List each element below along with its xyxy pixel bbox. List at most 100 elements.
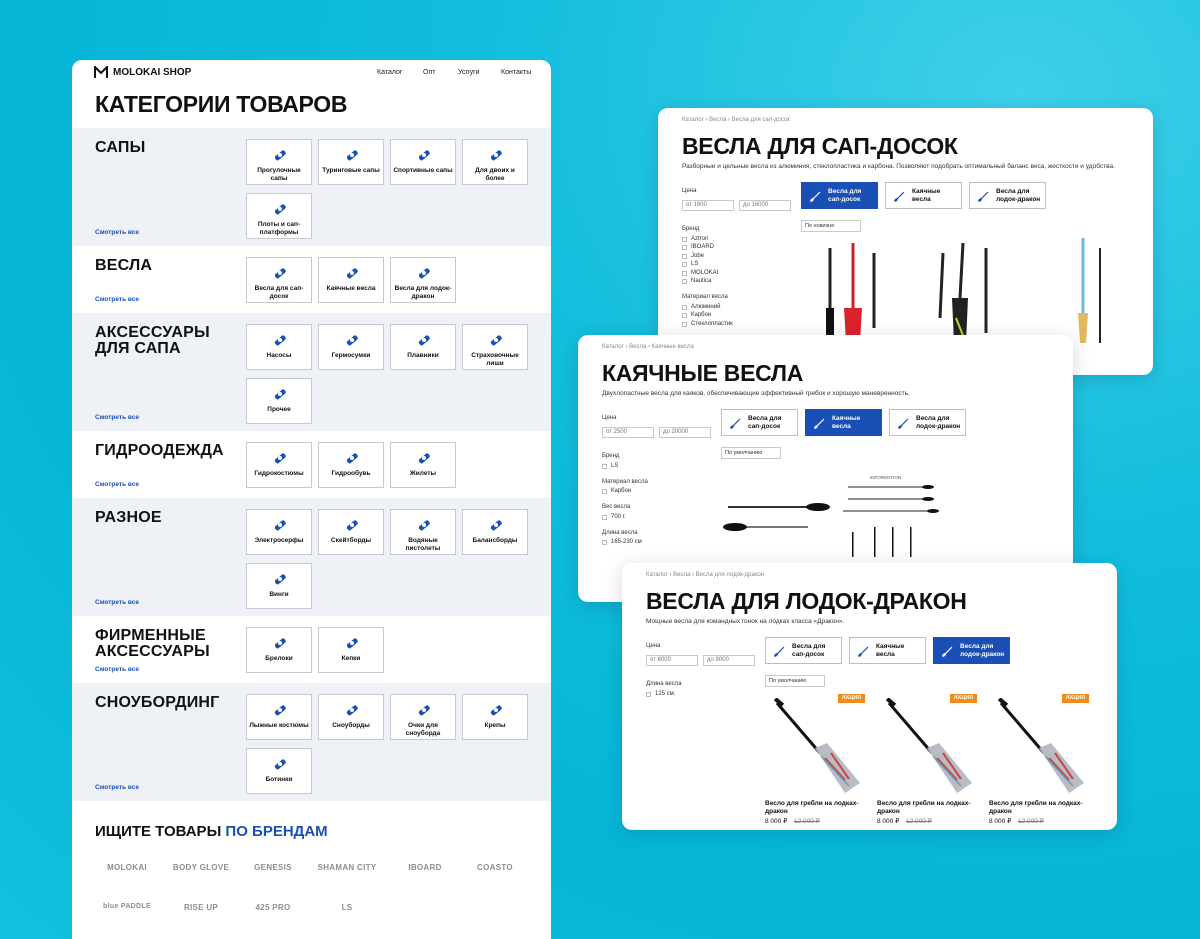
see-all-link[interactable]: Смотреть все [95, 784, 139, 791]
category-item[interactable]: Весла для сап-досок [246, 257, 312, 303]
item-label: Лыжные костюмы [249, 722, 309, 729]
item-label: Весла для сап-досок [254, 285, 304, 300]
product-title[interactable]: Весло для гребли на лодках-дракон [877, 800, 971, 815]
filter-label: Бренд [682, 226, 700, 232]
checkbox[interactable] [682, 236, 687, 242]
category-item[interactable]: Каячные весла [318, 257, 384, 303]
checkbox[interactable] [682, 262, 687, 267]
brand-logo[interactable]: LS [341, 903, 353, 912]
category-item[interactable]: Винги [246, 563, 312, 609]
category-item[interactable]: Балансборды [462, 509, 528, 555]
price-to-input[interactable]: до 8000 [703, 655, 755, 666]
category-item[interactable]: Скейтборды [318, 509, 384, 555]
nav-link[interactable]: Контакты [501, 69, 532, 76]
category-item[interactable]: Сноуборды [318, 694, 384, 740]
category-item[interactable]: Прогулочные сапы [246, 139, 312, 185]
category-item[interactable]: Очки для сноуборда [390, 694, 456, 740]
price-from-input[interactable]: от 8000 [646, 655, 698, 666]
see-all-link[interactable]: Смотреть все [95, 599, 139, 606]
product-image [885, 698, 972, 793]
checkbox[interactable] [682, 279, 687, 284]
category-tab[interactable]: Весла для лодок-дракон [933, 637, 1010, 664]
product-title[interactable]: Весло для гребли на лодках-дракон [765, 800, 859, 815]
brand-logo[interactable]: COASTO [477, 863, 513, 872]
category-item[interactable]: Весла для лодок-дракон [390, 257, 456, 303]
category-item[interactable]: Крепы [462, 694, 528, 740]
price-from-input[interactable]: от 2500 [602, 427, 654, 438]
product-title[interactable]: Весло для гребли на лодках-дракон [989, 800, 1083, 815]
see-all-link[interactable]: Смотреть все [95, 229, 139, 236]
category-item[interactable]: Спортивные сапы [390, 139, 456, 185]
category-tab[interactable]: Весла для сап-досок [721, 409, 798, 436]
category-item[interactable]: Водяные пистолеты [390, 509, 456, 555]
sort-select[interactable]: По умолчанию [721, 447, 781, 459]
category-tab[interactable]: Весла для лодок-дракон [969, 182, 1046, 209]
checkbox[interactable] [682, 270, 687, 276]
checkbox[interactable] [682, 245, 687, 250]
see-all-link[interactable]: Смотреть все [95, 414, 139, 421]
checkbox[interactable] [602, 463, 607, 469]
category-item[interactable]: Гермосумки [318, 324, 384, 370]
brand-logo[interactable]: MOLOKAI [107, 863, 147, 872]
category-item[interactable]: Гидрокостюмы [246, 442, 312, 488]
category-item[interactable]: Электросерфы [246, 509, 312, 555]
category-item[interactable]: Ботинки [246, 748, 312, 794]
checkbox[interactable] [682, 253, 687, 259]
filter-option: Nautica [691, 278, 712, 284]
category-tab[interactable]: Каячные весла [849, 637, 926, 664]
price-to-input[interactable]: до 16000 [739, 200, 791, 211]
checkbox[interactable] [602, 540, 607, 545]
brand-logo[interactable]: 425 PRO [255, 903, 291, 912]
category-item[interactable]: Брелоки [246, 627, 312, 673]
nav-link[interactable]: Услуги [458, 69, 480, 76]
checkbox[interactable] [646, 691, 651, 697]
category-item[interactable]: Жилеты [390, 442, 456, 488]
category-item[interactable]: Кепки [318, 627, 384, 673]
filter-option: 125 см. [655, 690, 676, 697]
nav-link[interactable]: Каталог [377, 69, 403, 76]
category-item[interactable]: Прочее [246, 378, 312, 424]
icon [274, 204, 286, 215]
category-tab[interactable]: Весла для лодок-дракон [889, 409, 966, 436]
logo-text[interactable]: MOLOKAI SHOP [113, 67, 192, 78]
brand-logo[interactable]: SHAMAN CITY [317, 863, 377, 872]
product-old-price: 12 000 ₽ [906, 818, 932, 825]
category-tab[interactable]: Каячные весла [805, 409, 882, 436]
see-all-link[interactable]: Смотреть все [95, 296, 139, 303]
breadcrumb: Каталог › Весла › Весла для сап-досок [682, 117, 790, 123]
category-item[interactable]: Страховочные лиши [462, 324, 528, 370]
checkbox[interactable] [602, 514, 607, 520]
filter-option: 165-230 см [611, 539, 642, 545]
checkbox[interactable] [682, 321, 687, 327]
checkbox[interactable] [682, 304, 687, 310]
checkbox[interactable] [682, 313, 687, 318]
category-tab[interactable]: Каячные весла [885, 182, 962, 209]
category-item[interactable]: Лыжные костюмы [246, 694, 312, 740]
filter-label: Длина весла [646, 681, 682, 687]
checkbox[interactable] [602, 489, 607, 494]
sale-badge: АКЦИЯ [1062, 694, 1089, 703]
brand-logo[interactable]: RISE UP [183, 903, 219, 912]
tab-label: Весла для лодок-дракон [916, 415, 961, 430]
category-item[interactable]: Гидрообувь [318, 442, 384, 488]
sort-select[interactable]: По умолчанию [765, 675, 825, 687]
see-all-link[interactable]: Смотреть все [95, 666, 139, 673]
brand-logo[interactable]: IBOARD [408, 863, 442, 872]
category-section: ФИРМЕННЫЕ АКСЕССУАРЫ Смотреть все Брелоки К… [72, 616, 551, 683]
sort-select[interactable]: По новизне [801, 220, 861, 232]
category-item[interactable]: Плоты и сап-платформы [246, 193, 312, 239]
category-item[interactable]: Плавники [390, 324, 456, 370]
category-tab[interactable]: Весла для сап-досок [765, 637, 842, 664]
brand-logo[interactable]: BODY GLOVE [172, 863, 230, 872]
brand-logo[interactable]: blue PADDLE [103, 903, 151, 910]
category-name: АКСЕССУАРЫ ДЛЯ САПА [95, 324, 210, 357]
category-tab[interactable]: Весла для сап-досок [801, 182, 878, 209]
nav-link[interactable]: Опт [423, 69, 436, 76]
price-to-input[interactable]: до 20000 [659, 427, 711, 438]
category-item[interactable]: Туринговые сапы [318, 139, 384, 185]
see-all-link[interactable]: Смотреть все [95, 481, 139, 488]
price-from-input[interactable]: от 1600 [682, 200, 734, 211]
category-item[interactable]: Насосы [246, 324, 312, 370]
brand-logo[interactable]: GENESIS [254, 863, 292, 872]
category-item[interactable]: Для двоих и более [462, 139, 528, 185]
